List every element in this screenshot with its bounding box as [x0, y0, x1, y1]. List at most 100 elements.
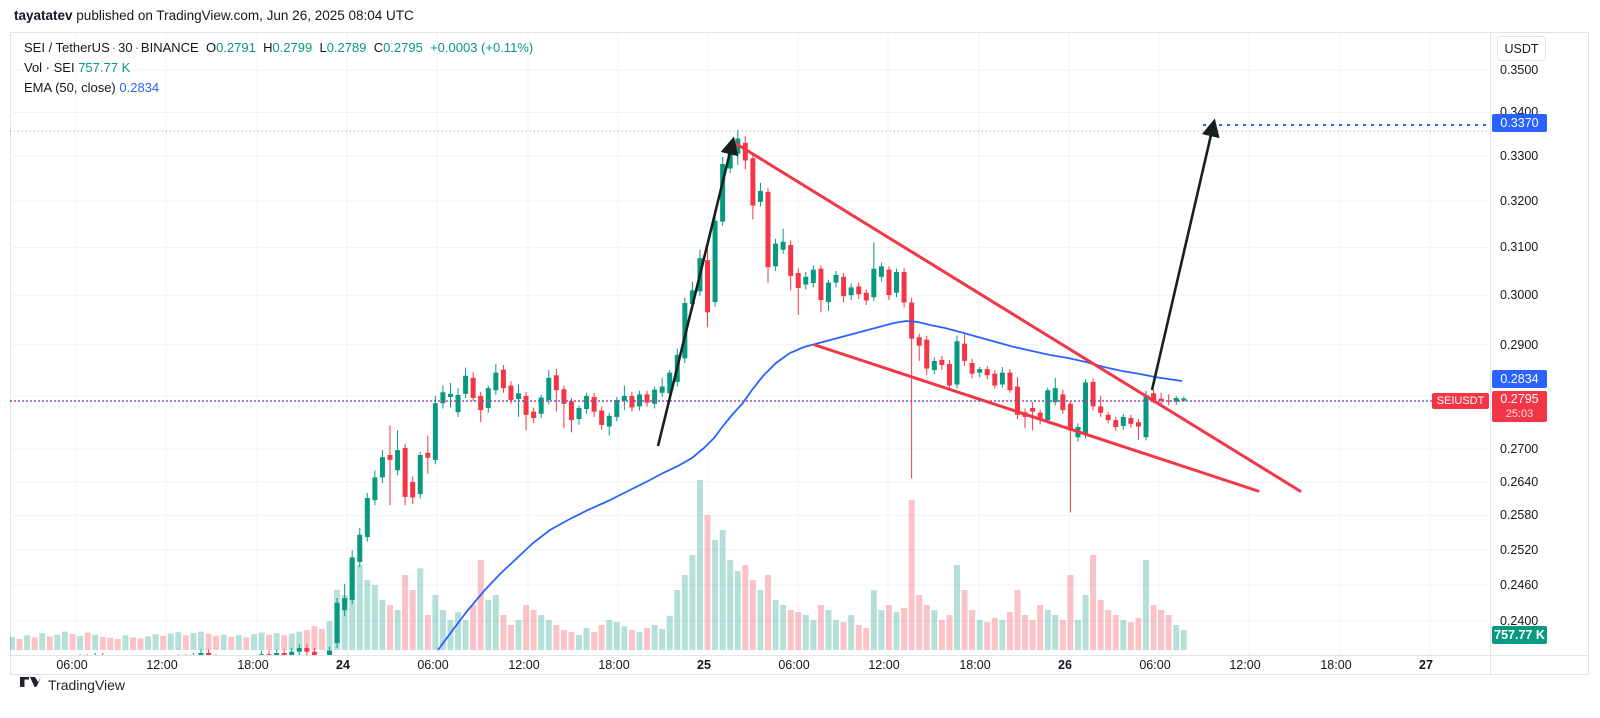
candle-up — [1052, 388, 1058, 403]
candle-up — [1120, 416, 1126, 426]
volume-bar — [923, 605, 930, 650]
volume-bar — [976, 620, 983, 650]
user-drawings[interactable] — [10, 118, 1490, 493]
candle-down — [206, 652, 212, 655]
price-tick: 0.2900 — [1500, 337, 1539, 352]
chart-legend[interactable]: SEI / TetherUS · 30 · BINANCE O0.2791 H0.279… — [24, 38, 533, 98]
gridlines — [10, 32, 1490, 655]
tradingview-logo-icon — [20, 677, 41, 687]
volume-bar — [772, 600, 779, 650]
volume-bar — [545, 620, 552, 650]
candle-up — [364, 497, 370, 538]
volume-bar — [742, 565, 749, 650]
candle-up — [1045, 390, 1051, 421]
time-axis[interactable]: 06:00 12:00 18:00 24 06:00 12:00 18:00 25 06:00 1… — [10, 658, 1490, 676]
volume-bar — [916, 595, 923, 650]
price-tick: 0.3300 — [1500, 149, 1539, 164]
volume-bar — [145, 636, 152, 650]
candle-up — [198, 652, 204, 655]
candle-up — [334, 602, 340, 644]
price-tick: 0.3500 — [1500, 63, 1539, 78]
candle-up — [606, 415, 612, 427]
ohlc-high-label: H — [263, 40, 273, 55]
volume-bar — [908, 500, 915, 650]
volume-bar — [613, 622, 620, 650]
volume-bar — [696, 480, 703, 650]
candle-up — [773, 243, 779, 267]
volume-bar — [477, 560, 484, 650]
volume-bar — [77, 635, 84, 650]
volume-bar — [1120, 620, 1127, 650]
up-arrow-2[interactable] — [1150, 118, 1220, 391]
volume-bar — [833, 620, 840, 650]
wedge-upper-trendline[interactable] — [733, 141, 1302, 493]
published-title: tayatatev published on TradingView.com, … — [14, 8, 414, 23]
volume-bar — [424, 615, 431, 650]
candle-up — [1143, 394, 1149, 438]
up-arrow-1[interactable] — [656, 136, 739, 447]
price-tick: 0.3000 — [1500, 288, 1539, 303]
candle-down — [402, 447, 408, 497]
volume-bar — [228, 636, 235, 650]
candle-down — [939, 359, 945, 365]
volume-bar — [1097, 600, 1104, 650]
candle-down — [1098, 406, 1104, 413]
volume-bar — [92, 634, 99, 650]
tradingview-logo[interactable]: TradingView — [20, 677, 125, 693]
candle-down — [1037, 412, 1043, 421]
volume-bar — [765, 575, 771, 650]
volume-bar — [99, 636, 106, 650]
candle-up — [757, 190, 763, 202]
volume-bar — [885, 605, 892, 650]
volume-bar — [455, 612, 462, 650]
time-label: 12:00 — [868, 658, 900, 672]
ohlc-open: 0.2791 — [216, 40, 256, 55]
volume-bar — [273, 633, 280, 650]
ema-line — [437, 320, 1183, 651]
volume-bar — [712, 540, 719, 650]
ohlc-change: +0.0003 (+0.11%) — [430, 40, 534, 55]
volume-bar — [727, 560, 734, 650]
ohlc-low-label: L — [319, 40, 327, 55]
volume-bar — [1044, 610, 1051, 650]
volume-bar — [296, 631, 303, 650]
volume-bar — [651, 625, 658, 650]
volume-bar — [1165, 615, 1172, 650]
time-label-date: 24 — [336, 658, 350, 672]
candle-up — [682, 303, 688, 359]
volume-bar — [432, 595, 439, 650]
volume-bar — [863, 627, 870, 650]
volume-bar — [802, 615, 809, 650]
volume-bar — [659, 628, 666, 650]
volume-bar — [107, 637, 114, 650]
volume-bar — [349, 560, 356, 650]
price-tick: 0.3100 — [1500, 240, 1539, 255]
volume-bar — [1158, 610, 1165, 650]
volume-bar — [462, 620, 469, 650]
candle-down — [841, 276, 847, 297]
currency-toggle-button[interactable]: USDT — [1497, 36, 1546, 61]
volume-bar — [878, 610, 885, 650]
volume-badge: 757.77 K — [1492, 626, 1547, 644]
price-tick: 0.2580 — [1500, 508, 1539, 523]
volume-bar — [530, 610, 537, 650]
volume-bar — [1127, 622, 1134, 650]
candle-down — [1007, 372, 1013, 391]
wedge-lower-trendline[interactable] — [813, 343, 1260, 493]
volume-bar — [780, 605, 787, 650]
candles — [79, 130, 1187, 655]
price-tick: 0.2400 — [1500, 614, 1539, 628]
volume-bar — [1082, 595, 1089, 650]
volume-bar — [628, 630, 635, 650]
volume-bar — [485, 600, 492, 650]
volume-bar — [984, 622, 991, 650]
exchange: BINANCE — [140, 40, 199, 55]
candle-down — [901, 272, 907, 303]
volume-bar — [364, 580, 371, 650]
candle-down — [266, 654, 272, 655]
volume-bar — [281, 635, 288, 650]
time-label: 12:00 — [508, 658, 540, 672]
volume-bar — [999, 620, 1006, 650]
candle-up — [727, 151, 733, 169]
candle-down — [281, 652, 287, 655]
